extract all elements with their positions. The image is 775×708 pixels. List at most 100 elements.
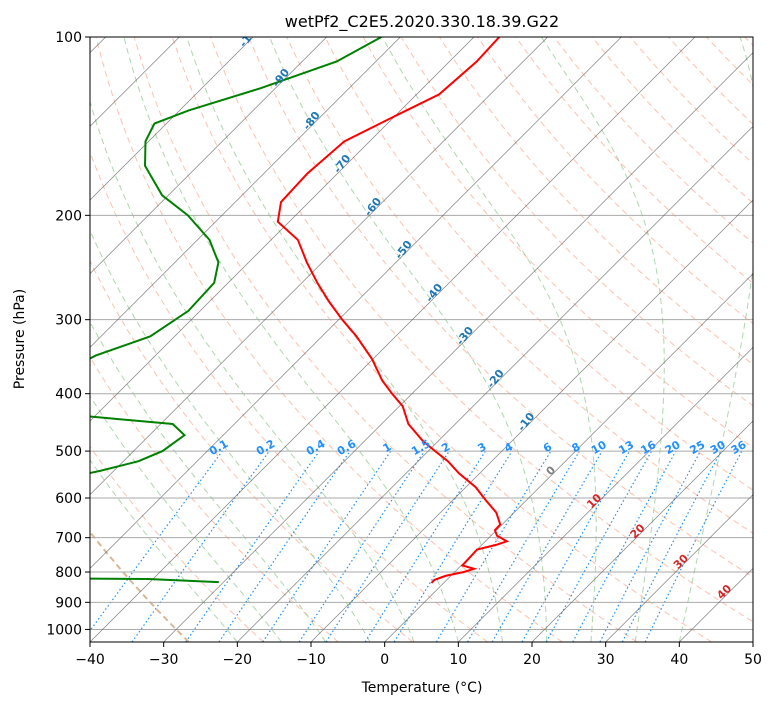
- sounding-series: [90, 37, 510, 584]
- dry-adiabat: [95, 37, 563, 642]
- isotherm-line: [679, 567, 753, 642]
- dry-adiabats: [90, 37, 753, 642]
- dry-adiabat: [515, 37, 753, 284]
- mixing-ratio-label: 8: [570, 440, 583, 455]
- x-tick-label: 30: [597, 652, 615, 668]
- mixing-ratio-line: [644, 450, 743, 642]
- y-tick-label: 800: [55, 565, 82, 581]
- mixing-ratio-label: 0.6: [335, 437, 359, 458]
- isopleth-labels: 0.1 0.2 0.4 0.6 1 1.5 2 3 4 6 8 10 13 16 20 25 30 36-100-…: [207, 20, 749, 602]
- x-tick-label: −10: [296, 652, 326, 668]
- moist-adiabats: [90, 37, 753, 642]
- isotherm-line: [237, 125, 753, 642]
- isotherm-label: -20: [484, 367, 507, 391]
- moist-adiabat: [90, 394, 282, 642]
- isotherm-label: -80: [300, 109, 323, 133]
- isotherm-line: [458, 346, 753, 642]
- y-tick-label: 100: [55, 30, 82, 46]
- dry-adiabat: [553, 37, 753, 244]
- isotherm-line: [752, 641, 753, 642]
- mixing-ratio-label: 36: [729, 438, 749, 457]
- isotherm-line: [90, 37, 548, 496]
- dry-adiabat: [90, 356, 339, 642]
- dry-adiabat: [668, 37, 753, 125]
- moist-adiabat: [540, 37, 665, 642]
- mixing-ratio-label: 20: [663, 438, 683, 457]
- mixing-ratio-line: [466, 450, 580, 642]
- plot-frame: [89, 36, 754, 643]
- moist-adiabat: [678, 37, 753, 642]
- isotherm-line: [90, 37, 475, 422]
- x-tick-label: 40: [670, 652, 688, 668]
- y-tick-label: 500: [55, 444, 82, 460]
- moist-adiabat: [90, 459, 238, 642]
- y-tick-label: 200: [55, 208, 82, 224]
- isotherm-line: [310, 199, 753, 642]
- mixing-ratio-line: [298, 450, 425, 642]
- mixing-ratio-line: [393, 450, 513, 642]
- isotherm-line: [384, 273, 753, 642]
- temperature-line: [276, 37, 510, 584]
- isotherm-line: [90, 37, 622, 569]
- dry-adiabat: [248, 37, 753, 578]
- mixing-ratio-label: 16: [638, 438, 658, 457]
- isotherm-line: [90, 37, 401, 348]
- mixing-ratio-line: [90, 450, 223, 632]
- dry-adiabat: [133, 37, 638, 642]
- mixing-ratio-label: 0.1: [207, 437, 230, 458]
- x-tick-label: −40: [75, 652, 105, 668]
- chart-title: wetPf2_C2E5.2020.330.18.39.G22: [285, 12, 559, 32]
- isotherm-line: [531, 420, 753, 642]
- dry-adiabat-highlight: [90, 530, 190, 642]
- y-axis-ticks: 100 200 300 400 500 600 700 800 900 1000: [46, 30, 90, 638]
- dry-adiabat: [171, 37, 712, 642]
- isotherm-label: -50: [392, 238, 415, 262]
- x-tick-label: 10: [449, 652, 467, 668]
- mixing-ratio-line: [572, 450, 677, 642]
- y-tick-label: 600: [55, 491, 82, 507]
- moist-adiabat: [90, 229, 371, 642]
- mixing-ratio-line: [599, 450, 702, 642]
- mixing-ratio-label: 4: [502, 440, 515, 455]
- isotherm-line: [605, 494, 753, 642]
- mixing-ratio-line: [521, 450, 631, 642]
- dry-adiabat: [744, 37, 753, 47]
- isotherm-label: -90: [270, 66, 293, 90]
- dry-adiabat: [286, 37, 753, 534]
- mixing-ratio-label: 3: [475, 440, 488, 455]
- isotherm-label: -30: [454, 324, 477, 348]
- dewpoint-line: [90, 37, 382, 584]
- moist-adiabat: [123, 37, 459, 642]
- mixing-ratio-line: [218, 450, 351, 642]
- isotherm-line: [90, 37, 327, 275]
- mixing-ratio-line: [545, 450, 653, 642]
- x-axis-label: Temperature (°C): [361, 680, 483, 696]
- y-axis-label: Pressure (hPa): [12, 289, 28, 389]
- y-tick-label: 700: [55, 531, 82, 547]
- mixing-ratio-label: 30: [708, 438, 728, 457]
- moist-adiabat: [269, 37, 548, 642]
- isotherm-line: [90, 37, 254, 201]
- dry-adiabat: [477, 37, 753, 325]
- y-tick-label: 900: [55, 595, 82, 611]
- mixing-ratio-label: 2: [439, 440, 452, 455]
- isotherm-line: [163, 52, 753, 642]
- isotherm-gridlines: [90, 37, 753, 642]
- y-tick-label: 400: [55, 387, 82, 403]
- dry-adiabat: [706, 37, 753, 86]
- mixing-ratio-label: 25: [687, 438, 707, 457]
- isotherm-label: -100: [237, 20, 264, 50]
- mixing-ratio-label: 13: [616, 438, 636, 457]
- mixing-ratio-line: [325, 450, 450, 642]
- x-axis-ticks: −40 −30 −20 −10 0 10 20 30 40 50: [75, 642, 762, 668]
- x-tick-label: −20: [223, 652, 253, 668]
- mixing-ratio-line: [262, 450, 392, 642]
- warm-isotherm-label: 20: [628, 521, 648, 541]
- x-tick-label: 20: [523, 652, 541, 668]
- isotherm-label: -40: [423, 281, 446, 305]
- dry-adiabat: [90, 531, 190, 642]
- dry-adiabat: [90, 445, 264, 642]
- x-tick-label: 50: [744, 652, 762, 668]
- y-tick-label: 1000: [46, 622, 82, 638]
